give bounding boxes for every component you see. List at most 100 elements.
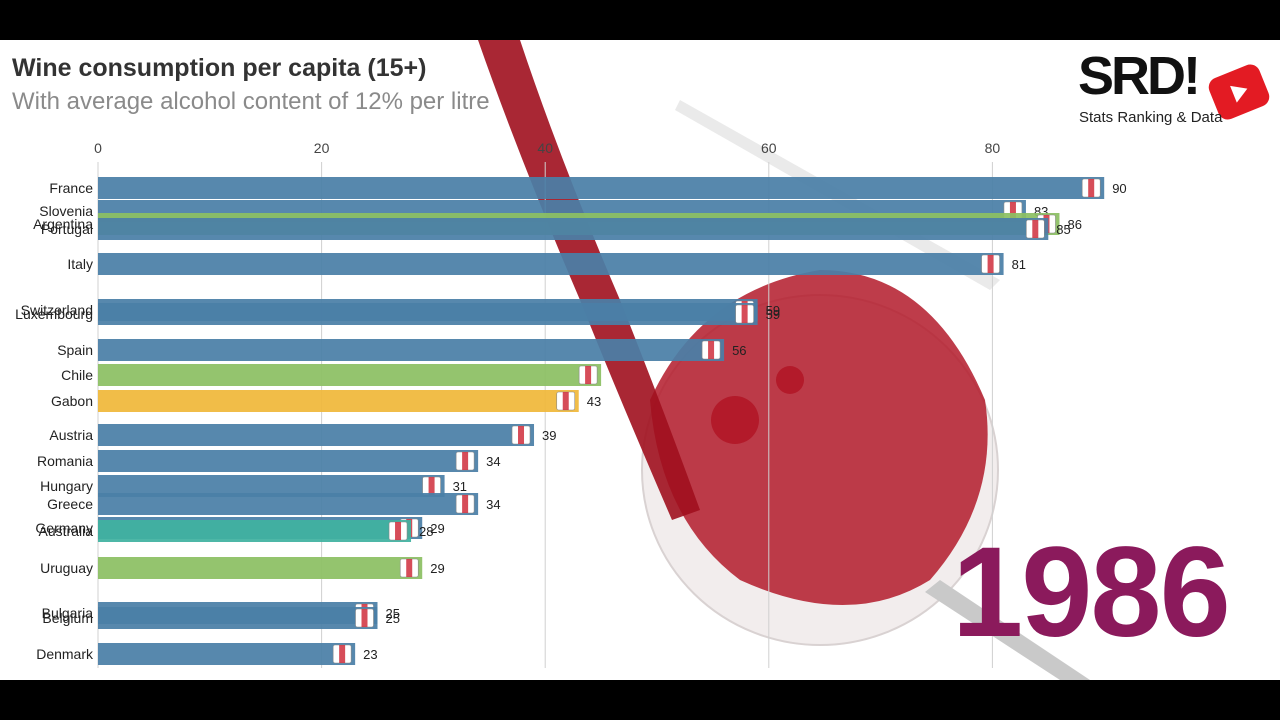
value-label: 31 <box>453 479 467 494</box>
category-label: Italy <box>67 256 93 272</box>
value-label: 81 <box>1012 257 1026 272</box>
category-label: France <box>49 180 93 196</box>
value-label: 56 <box>732 343 746 358</box>
category-label: Uruguay <box>40 560 93 576</box>
value-label: 90 <box>1112 181 1126 196</box>
bar-group: Hungary 31 <box>40 475 467 497</box>
bar-group: Austria 39 <box>49 424 556 446</box>
category-label: Romania <box>37 453 93 469</box>
australia-flag-icon <box>388 521 408 541</box>
flag-band <box>428 477 435 495</box>
flag-band <box>708 341 715 359</box>
category-label: Luxembourg <box>15 306 93 322</box>
chart-title: Wine consumption per capita (15+) <box>12 54 427 82</box>
value-label: 28 <box>419 524 433 539</box>
bar <box>98 364 602 386</box>
luxembourg-flag-icon <box>735 304 754 324</box>
category-label: Hungary <box>40 478 93 494</box>
bar <box>98 177 1105 199</box>
brand-name: SRD! <box>1078 46 1201 106</box>
value-label: 39 <box>542 428 556 443</box>
brand-logo: SRD! Stats Ranking & Data <box>1078 46 1278 136</box>
value-label: 85 <box>1056 222 1070 237</box>
spain-flag-icon <box>701 340 721 360</box>
uruguay-flag-icon <box>399 558 419 578</box>
bar <box>98 475 445 497</box>
category-label: Austria <box>49 427 93 443</box>
x-tick-label: 0 <box>94 140 102 156</box>
value-label: 23 <box>363 647 377 662</box>
bar <box>98 520 412 542</box>
bar-group: Greece 34 <box>47 493 501 515</box>
x-tick-label: 80 <box>985 140 1001 156</box>
category-label: Argentina <box>33 216 93 232</box>
x-tick-label: 20 <box>314 140 330 156</box>
bar-group: Chile <box>61 364 602 386</box>
flag-band <box>1009 202 1016 220</box>
italy-flag-icon <box>981 254 1000 274</box>
bar-group: France 90 <box>49 177 1127 199</box>
bar-group: Italy 81 <box>67 253 1026 275</box>
flag-band <box>741 305 748 323</box>
bar <box>98 339 725 361</box>
bar <box>98 218 1049 240</box>
category-label: Slovenia <box>39 203 93 219</box>
value-label: 59 <box>766 303 780 318</box>
bar <box>98 390 579 412</box>
bar-group: Denmark 23 <box>36 643 378 665</box>
category-label: Germany <box>35 520 93 536</box>
denmark-flag-icon <box>332 644 352 664</box>
value-label: 34 <box>486 454 500 469</box>
bar-group: Romania 34 <box>37 450 501 472</box>
category-label: Gabon <box>51 393 93 409</box>
value-label: 25 <box>386 606 400 621</box>
category-label: Chile <box>61 367 93 383</box>
bar <box>98 643 356 665</box>
category-label: Greece <box>47 496 93 512</box>
category-label: Portugal <box>41 221 93 237</box>
chart-frame: 0 20 40 60 80 France 90 Slovenia 83 Argentina 86 P… <box>0 40 1280 680</box>
value-label: 59 <box>766 307 780 322</box>
flag-band <box>987 255 994 273</box>
flag-band <box>1032 220 1039 238</box>
belgium-flag-icon <box>355 608 374 628</box>
romania-flag-icon <box>455 451 475 471</box>
flag-band <box>585 366 592 384</box>
flag-band <box>518 426 525 444</box>
chart-subtitle: With average alcohol content of 12% per … <box>12 88 490 115</box>
category-label: Denmark <box>36 646 94 662</box>
value-label: 29 <box>430 561 444 576</box>
value-label: 43 <box>587 394 601 409</box>
value-label: 29 <box>430 521 444 536</box>
bar-group: Uruguay 29 <box>40 557 445 579</box>
category-label: Spain <box>57 342 93 358</box>
flag-band <box>462 452 469 470</box>
portugal-flag-icon <box>1026 219 1045 239</box>
flag-band <box>1088 179 1095 197</box>
category-label: Switzerland <box>21 302 93 318</box>
flag-band <box>562 392 569 410</box>
hungary-flag-icon <box>422 476 441 496</box>
flag-band <box>406 559 413 577</box>
flag-band <box>395 522 402 540</box>
greece-flag-icon <box>455 494 475 514</box>
x-tick-label: 60 <box>761 140 777 156</box>
flag-band <box>462 495 469 513</box>
value-label: 86 <box>1067 217 1081 232</box>
bar <box>98 450 479 472</box>
chile-flag-icon <box>578 365 598 385</box>
bar-group: Portugal 85 <box>41 218 1071 240</box>
category-label: Belgium <box>42 610 93 626</box>
bar <box>98 303 758 325</box>
bar <box>98 493 479 515</box>
flag-band <box>339 645 346 663</box>
france-flag-icon <box>1081 178 1101 198</box>
bar-group: Australia 28 <box>39 520 434 542</box>
bar <box>98 424 535 446</box>
flag-band <box>361 609 368 627</box>
austria-flag-icon <box>511 425 531 445</box>
category-label: Bulgaria <box>42 605 94 621</box>
bar-group: Gabon 43 <box>51 390 601 412</box>
bar <box>98 557 423 579</box>
